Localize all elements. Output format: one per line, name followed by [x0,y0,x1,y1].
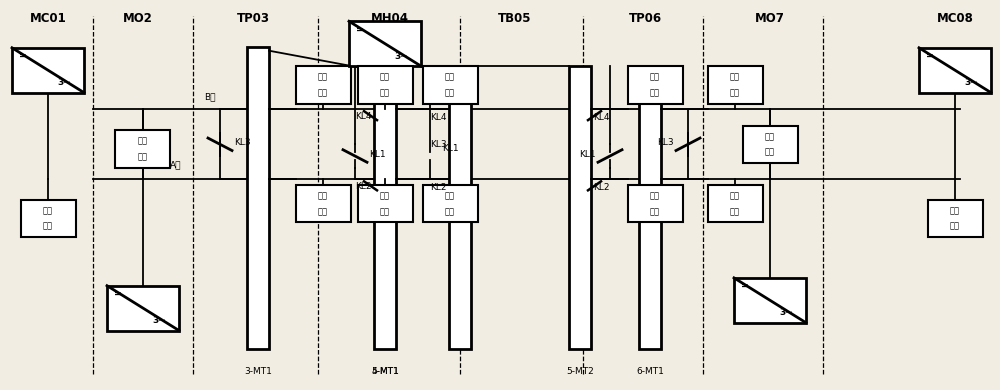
Text: 中压: 中压 [380,73,390,82]
Text: 3-MT1: 3-MT1 [244,367,272,376]
Text: KL2: KL2 [356,182,372,191]
Text: 中压: 中压 [765,132,775,141]
Bar [919,48,991,93]
Bar [358,66,413,103]
Text: 负载: 负载 [765,147,775,157]
Text: KL4: KL4 [593,112,610,122]
Text: 5-MT1: 5-MT1 [371,367,399,376]
Text: MC08: MC08 [937,12,973,25]
Bar [358,185,413,222]
Text: KL4: KL4 [430,112,447,122]
Text: 3∼: 3∼ [57,78,71,87]
Bar [422,185,478,222]
Bar [628,66,682,103]
Bar [639,66,661,349]
Text: =: = [741,282,749,291]
Text: 3∼: 3∼ [964,78,978,87]
Text: TB05: TB05 [498,12,532,25]
Text: TP03: TP03 [237,12,270,25]
Text: 负载: 负载 [445,207,455,216]
Text: TP06: TP06 [628,12,662,25]
Bar [247,47,269,349]
Text: KL3: KL3 [657,138,674,147]
Bar [296,185,351,222]
Text: KL1: KL1 [369,150,386,159]
Bar [296,66,351,103]
Text: 中压: 中压 [318,191,328,200]
Text: 6-MT1: 6-MT1 [636,367,664,376]
Text: MO2: MO2 [123,12,153,25]
Text: 负载: 负载 [380,207,390,216]
Bar [742,126,798,163]
Text: KL3: KL3 [234,138,251,147]
Bar [107,285,179,331]
Text: A线: A线 [170,161,182,170]
Text: 负载: 负载 [650,88,660,98]
Bar [569,66,591,349]
Bar [628,185,682,222]
Text: 负载: 负载 [318,88,328,98]
Text: 负载: 负载 [950,222,960,231]
Bar [20,200,76,237]
Text: 负载: 负载 [445,88,455,98]
Text: 5-MT2: 5-MT2 [566,367,594,376]
Bar [374,66,396,349]
Text: 中压: 中压 [730,191,740,200]
Bar [349,21,421,66]
Text: 中压: 中压 [650,73,660,82]
Text: 负载: 负载 [650,207,660,216]
Text: =: = [114,290,122,299]
Bar [928,200,982,237]
Text: 中压: 中压 [138,136,148,146]
Text: 中压: 中压 [318,73,328,82]
Text: KL1: KL1 [442,144,459,153]
Bar [449,66,471,349]
Text: 负载: 负载 [138,152,148,161]
Text: 中压: 中压 [445,191,455,200]
Text: MO7: MO7 [755,12,785,25]
Text: 负载: 负载 [318,207,328,216]
Text: 中压: 中压 [43,206,53,215]
Text: KL1: KL1 [579,150,596,159]
Bar [12,48,84,93]
Text: KL4: KL4 [356,112,372,121]
Text: 3∼: 3∼ [394,52,408,61]
Text: MC01: MC01 [30,12,66,25]
Text: 中压: 中压 [730,73,740,82]
Bar [115,130,170,168]
Text: 3∼: 3∼ [152,316,166,325]
Text: =: = [19,52,27,61]
Bar [708,66,763,103]
Text: KL2: KL2 [593,183,610,192]
Bar [422,66,478,103]
Text: B线: B线 [204,92,216,101]
Text: 中压: 中压 [380,191,390,200]
Text: MH04: MH04 [371,12,409,25]
Text: 中压: 中压 [650,191,660,200]
Text: 4-MT1: 4-MT1 [371,367,399,376]
Text: 负载: 负载 [43,222,53,231]
Text: 负载: 负载 [380,88,390,98]
Text: 负载: 负载 [730,88,740,98]
Bar [734,278,806,323]
Bar [708,185,763,222]
Text: 3∼: 3∼ [779,308,793,317]
Text: KL3: KL3 [430,140,447,149]
Text: =: = [926,52,934,61]
Text: 负载: 负载 [730,207,740,216]
Text: KL2: KL2 [430,183,447,192]
Text: =: = [356,26,364,35]
Text: 中压: 中压 [445,73,455,82]
Text: 中压: 中压 [950,206,960,215]
